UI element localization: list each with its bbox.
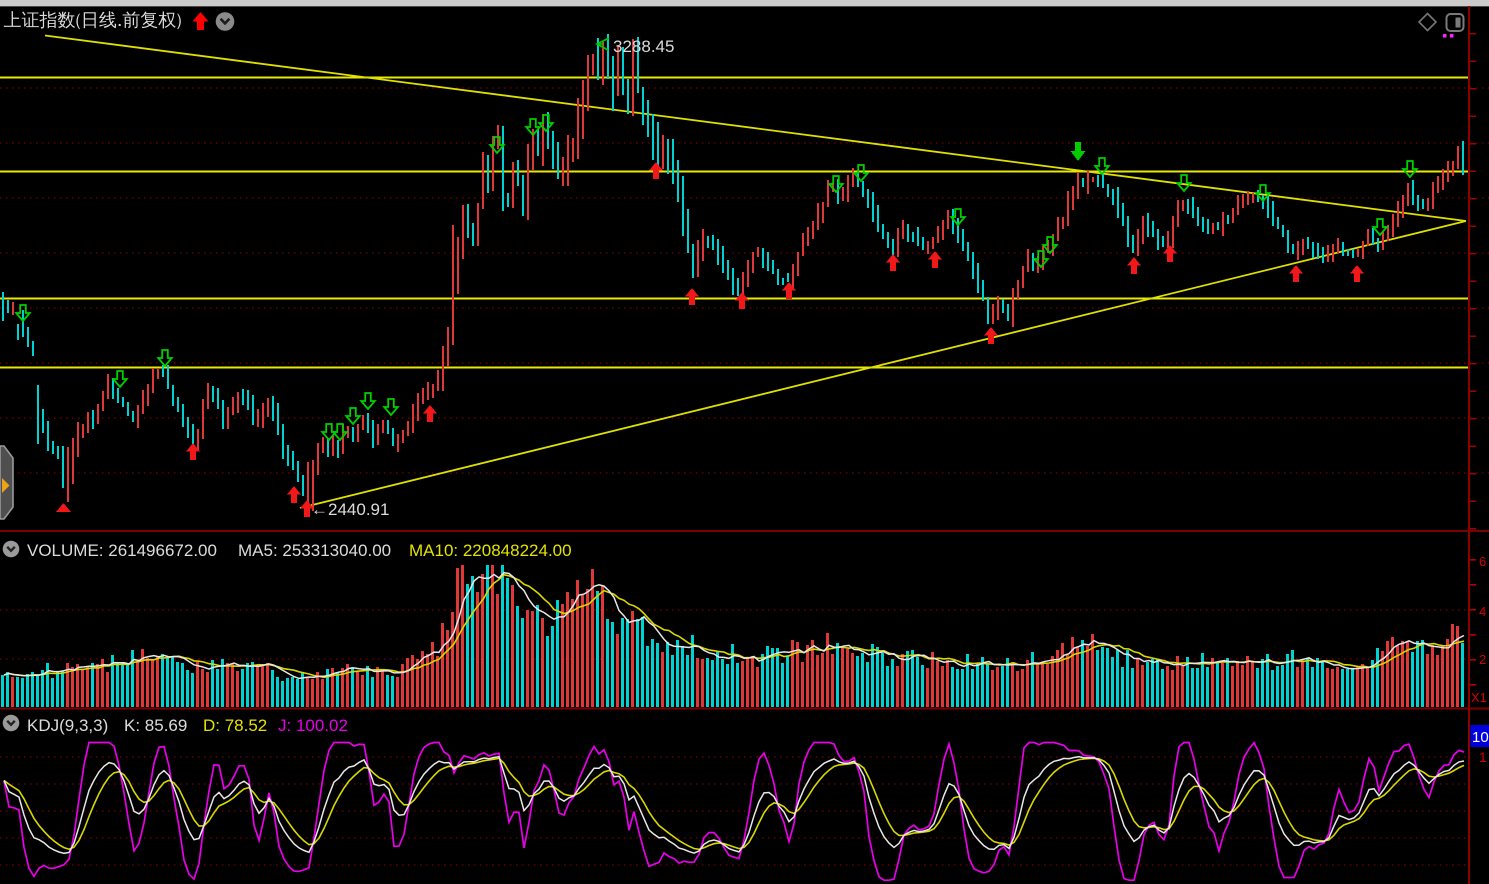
svg-text:J: 100.02: J: 100.02 (278, 716, 348, 735)
svg-text:10: 10 (1472, 729, 1489, 746)
svg-text:3288.45: 3288.45 (613, 37, 674, 56)
svg-text:4: 4 (1479, 604, 1486, 619)
svg-text:6: 6 (1479, 554, 1486, 569)
svg-text:2: 2 (1479, 652, 1486, 667)
svg-text:←2440.91: ←2440.91 (311, 500, 389, 519)
svg-text:KDJ(9,3,3): KDJ(9,3,3) (27, 716, 108, 735)
svg-text:MA5: 253313040.00: MA5: 253313040.00 (238, 541, 391, 560)
svg-text:D: 78.52: D: 78.52 (203, 716, 267, 735)
svg-text:VOLUME: 261496672.00: VOLUME: 261496672.00 (27, 541, 217, 560)
svg-text:K: 85.69: K: 85.69 (124, 716, 187, 735)
svg-text:1: 1 (1479, 749, 1487, 765)
svg-text:MA10: 220848224.00: MA10: 220848224.00 (409, 541, 572, 560)
svg-text:X1: X1 (1471, 690, 1487, 705)
